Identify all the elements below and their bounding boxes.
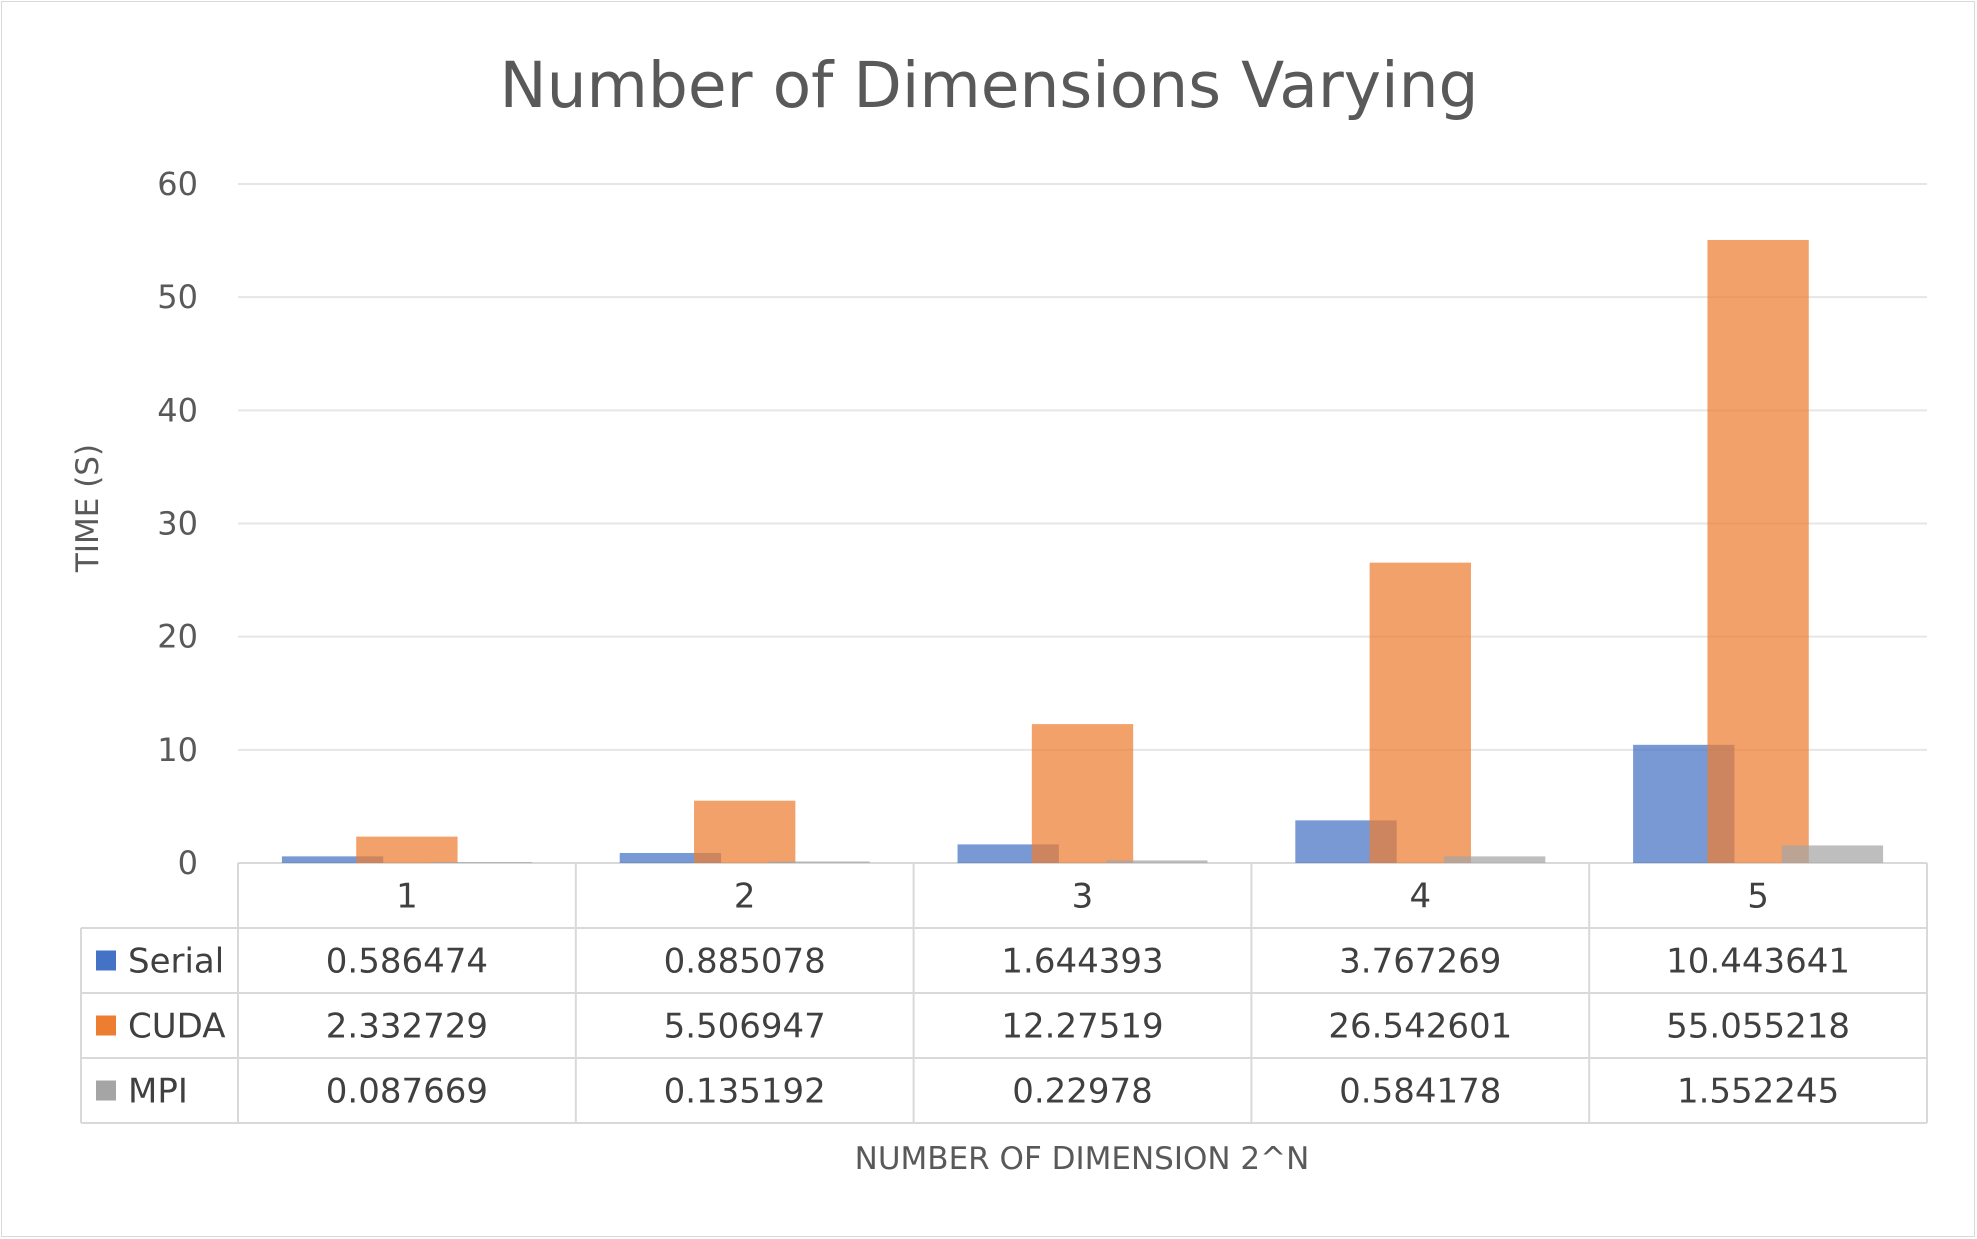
y-tick-label: 60 — [157, 165, 198, 203]
table-cell-mpi: 0.087669 — [326, 1072, 488, 1112]
y-axis-ticks: 0 10 20 30 40 50 60 — [157, 165, 198, 882]
bar-serial-1 — [281, 856, 384, 863]
y-tick-label: 50 — [157, 278, 198, 316]
bar-cuda-4 — [1369, 562, 1471, 863]
table-cell-cuda: 5.506947 — [664, 1007, 826, 1047]
y-axis-title: TIME (S) — [70, 444, 106, 573]
y-tick-label: 40 — [157, 391, 198, 429]
legend-swatch-mpi — [96, 1080, 116, 1101]
table-cell-cuda: 55.055218 — [1666, 1007, 1850, 1047]
legend-swatch-cuda — [96, 1015, 116, 1036]
y-tick-label: 0 — [178, 844, 198, 882]
bar-mpi-1 — [430, 862, 532, 863]
legend-label-cuda: CUDA — [128, 1007, 225, 1047]
data-table: 1 2 3 4 5 Serial 0.586474 0.885078 1.644393 3.767… — [80, 863, 1928, 1124]
table-cell-cuda: 26.542601 — [1328, 1007, 1512, 1047]
bar-mpi-2 — [768, 861, 870, 863]
bars — [281, 239, 1884, 864]
x-tick-label: 1 — [396, 877, 418, 917]
table-cell-serial: 0.586474 — [326, 942, 488, 982]
x-tick-label: 3 — [1072, 877, 1094, 917]
table-cell-serial: 0.885078 — [664, 942, 826, 982]
table-cell-mpi: 0.584178 — [1339, 1072, 1501, 1112]
legend-label-serial: Serial — [128, 942, 224, 982]
bar-cuda-3 — [1031, 724, 1134, 863]
x-tick-label: 2 — [734, 877, 756, 917]
table-cell-mpi: 0.135192 — [664, 1072, 826, 1112]
bar-cuda-2 — [694, 800, 796, 863]
bar-cuda-5 — [1707, 239, 1809, 864]
table-cell-serial: 10.443641 — [1666, 942, 1850, 982]
bar-mpi-3 — [1106, 860, 1208, 863]
x-tick-label: 4 — [1409, 877, 1431, 917]
bar-serial-2 — [619, 852, 722, 863]
table-cell-mpi: 1.552245 — [1677, 1072, 1839, 1112]
table-cell-serial: 3.767269 — [1339, 942, 1501, 982]
y-tick-label: 10 — [157, 731, 198, 769]
bar-cuda-1 — [356, 836, 458, 863]
table-cell-mpi: 0.22978 — [1012, 1072, 1153, 1112]
bar-mpi-5 — [1781, 845, 1884, 863]
legend-swatch-serial — [96, 950, 116, 971]
table-cell-cuda: 12.27519 — [1001, 1007, 1163, 1047]
x-tick-label: 5 — [1747, 877, 1769, 917]
y-tick-label: 20 — [157, 618, 198, 656]
table-cell-cuda: 2.332729 — [326, 1007, 488, 1047]
legend-label-mpi: MPI — [128, 1072, 188, 1112]
table-cell-serial: 1.644393 — [1001, 942, 1163, 982]
x-axis-title: NUMBER OF DIMENSION 2^N — [855, 1141, 1310, 1177]
y-tick-label: 30 — [157, 505, 198, 543]
chart-title: Number of Dimensions Varying — [500, 49, 1479, 122]
bar-mpi-4 — [1443, 856, 1546, 863]
